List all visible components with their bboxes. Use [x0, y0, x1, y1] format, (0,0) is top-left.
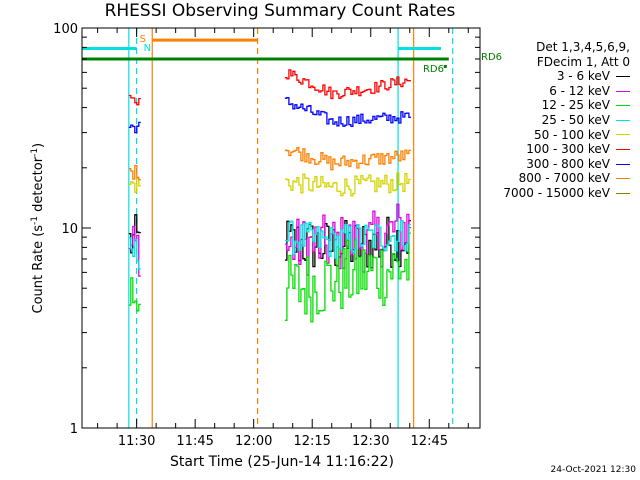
x-tick-label-0: 11:30 [118, 434, 155, 449]
legend-swatch [616, 192, 630, 194]
series-line-5-1 [284, 69, 411, 100]
series-line-6-0 [128, 121, 141, 134]
legend-swatch [616, 75, 630, 77]
x-axis-label: Start Time (25-Jun-14 11:16:22) [170, 454, 394, 470]
y-tick-label-1: 10 [61, 222, 78, 237]
legend-swatch [616, 105, 630, 107]
legend-rows: 3 - 6 keV 6 - 12 keV 12 - 25 keV 25 - 50 ke… [503, 69, 630, 200]
legend-header-2: FDecim 1, Att 0 [503, 55, 630, 70]
legend-item: 100 - 300 keV [503, 142, 630, 157]
series-line-3-1 [284, 220, 411, 259]
series-line-6-1 [284, 96, 411, 128]
legend-swatch [616, 134, 630, 136]
x-tick-label-5: 12:45 [411, 434, 448, 449]
legend-item: 50 - 100 keV [503, 128, 630, 143]
annotation-s: S [140, 34, 146, 45]
y-axis-label-sup1: -1 [29, 215, 40, 225]
legend-label: 12 - 25 keV [541, 98, 610, 113]
series-line-4-0 [128, 177, 141, 193]
y-axis-label: Count Rate (s-1 detector-1) [30, 113, 46, 343]
legend-item: 6 - 12 keV [503, 84, 630, 99]
axis-layer: 1 10 100 11:30 11:45 12:00 12:15 12:30 12:45 SN RD… [53, 22, 502, 449]
legend-label: 300 - 800 keV [526, 156, 610, 171]
series-line-0-0 [128, 214, 141, 254]
footer-timestamp: 24-Oct-2021 12:30 [550, 465, 636, 475]
legend-label: 50 - 100 keV [533, 127, 610, 142]
legend-item: 800 - 7000 keV [503, 171, 630, 186]
legend-item: 12 - 25 keV [503, 98, 630, 113]
series-line-2-0 [128, 277, 141, 312]
legend-swatch [616, 90, 630, 92]
series-line-7-0 [128, 164, 141, 181]
legend-label: 7000 - 15000 keV [503, 185, 610, 200]
legend-item: 300 - 800 keV [503, 157, 630, 172]
x-tick-label-3: 12:15 [293, 434, 330, 449]
legend: Det 1,3,4,5,6,9, FDecim 1, Att 0 3 - 6 k… [503, 40, 630, 201]
legend-swatch [616, 119, 630, 121]
y-axis-label-main: Count Rate (s [31, 224, 47, 314]
legend-label: 800 - 7000 keV [518, 171, 610, 186]
legend-header-2-text: FDecim 1, Att 0 [536, 54, 630, 69]
y-axis-label-mid: detector [31, 156, 47, 216]
series-line-0-1 [284, 216, 411, 269]
y-tick-label-0: 1 [70, 422, 78, 437]
x-tick-label-1: 11:45 [176, 434, 213, 449]
legend-swatch [616, 148, 630, 150]
rd6-marker [443, 64, 447, 68]
x-tick-label-2: 12:00 [235, 434, 272, 449]
legend-header-1: Det 1,3,4,5,6,9, [503, 40, 630, 55]
legend-swatch [616, 178, 630, 180]
annotation-rd6-left: RD6 [423, 64, 444, 75]
legend-label: 25 - 50 keV [541, 112, 610, 127]
legend-label: 3 - 6 keV [556, 69, 610, 84]
y-tick-label-2: 100 [53, 22, 78, 37]
series-line-3-0 [128, 237, 141, 270]
chart-title: RHESSI Observing Summary Count Rates [104, 1, 456, 21]
series-line-7-1 [284, 147, 411, 171]
series-line-1-1 [284, 203, 411, 276]
legend-item: 7000 - 15000 keV [503, 186, 630, 201]
plot-frame [81, 27, 481, 429]
legend-item: 3 - 6 keV [503, 69, 630, 84]
legend-item: 25 - 50 keV [503, 113, 630, 128]
series-line-5-0 [128, 94, 141, 106]
annotation-rd6-right: RD6 [481, 52, 502, 63]
annotation-n: N [144, 43, 151, 54]
series-line-2-1 [284, 232, 411, 323]
legend-header-1-text: Det 1,3,4,5,6,9, [536, 40, 630, 54]
legend-label: 100 - 300 keV [526, 142, 610, 157]
x-tick-label-4: 12:30 [352, 434, 389, 449]
y-axis-label-end: ) [31, 142, 47, 148]
legend-label: 6 - 12 keV [549, 83, 610, 98]
legend-swatch [616, 163, 630, 165]
data-layer [82, 28, 454, 428]
y-axis-label-sup2: -1 [29, 147, 40, 157]
series-line-4-1 [284, 172, 411, 197]
